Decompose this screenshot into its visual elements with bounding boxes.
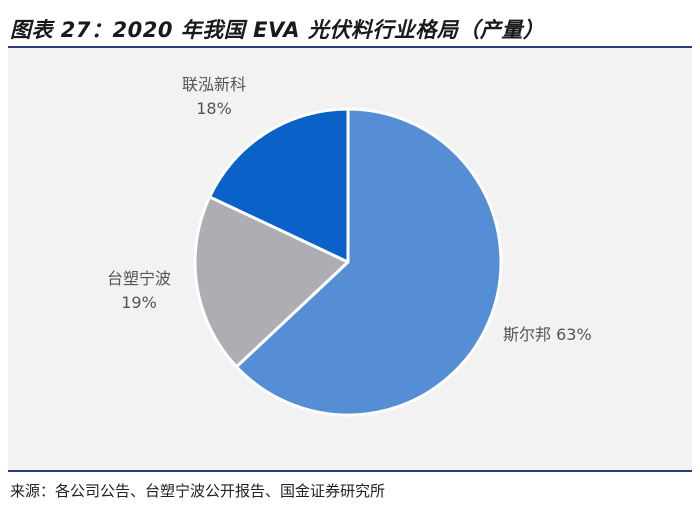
slice-label-1: 斯尔邦 63% bbox=[503, 325, 592, 344]
source-rule bbox=[8, 470, 692, 472]
source-note: 来源：各公司公告、台塑宁波公开报告、国金证券研究所 bbox=[10, 482, 386, 500]
chart-area: 斯尔邦 63% 台塑宁波 19% 联泓新科 18% bbox=[8, 48, 692, 470]
pie-slice-2 bbox=[193, 195, 350, 369]
slice-value-2: 19% bbox=[121, 293, 157, 312]
slice-name-2: 台塑宁波 bbox=[107, 269, 171, 288]
figure-title: 图表 27：2020 年我国 EVA 光伏料行业格局（产量） bbox=[10, 18, 545, 42]
title-rule bbox=[8, 46, 692, 48]
pie-slice-3 bbox=[208, 107, 350, 264]
slice-name-3: 联泓新科 bbox=[182, 75, 246, 94]
pie-chart: 斯尔邦 63% 台塑宁波 19% 联泓新科 18% bbox=[107, 75, 592, 417]
pie-slice-1 bbox=[234, 107, 503, 417]
slice-value-3: 18% bbox=[196, 99, 232, 118]
